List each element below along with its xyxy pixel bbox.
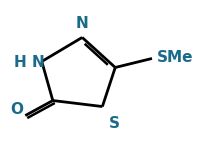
Text: SMe: SMe — [157, 50, 193, 65]
Text: H N: H N — [15, 55, 45, 70]
Text: S: S — [109, 116, 120, 131]
Text: N: N — [76, 16, 89, 31]
Text: O: O — [11, 102, 23, 117]
